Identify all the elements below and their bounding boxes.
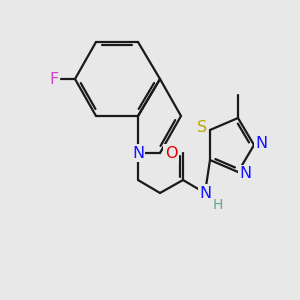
Text: N: N bbox=[255, 136, 267, 151]
Text: O: O bbox=[165, 146, 177, 160]
Text: F: F bbox=[50, 71, 58, 86]
Text: S: S bbox=[197, 121, 207, 136]
Text: N: N bbox=[199, 185, 211, 200]
Text: N: N bbox=[132, 146, 144, 160]
Text: H: H bbox=[213, 198, 223, 212]
Text: N: N bbox=[239, 167, 251, 182]
